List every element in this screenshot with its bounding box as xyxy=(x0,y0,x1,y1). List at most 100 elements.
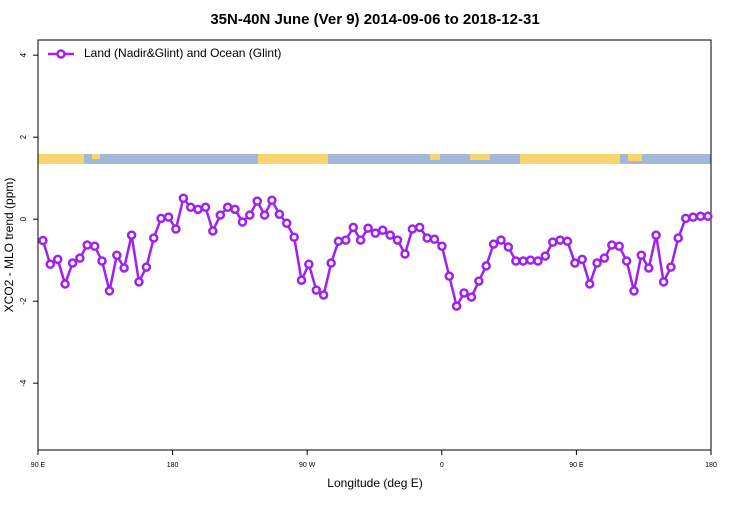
data-point xyxy=(422,233,432,243)
data-point xyxy=(503,242,514,252)
data-point xyxy=(171,224,181,234)
data-point xyxy=(289,232,299,242)
data-point xyxy=(644,263,654,273)
data-point xyxy=(222,202,233,213)
data-point xyxy=(451,301,462,311)
data-point xyxy=(496,235,506,245)
data-point xyxy=(540,251,551,261)
data-point xyxy=(185,202,196,213)
data-point xyxy=(52,254,63,265)
y-tick-label: 2 xyxy=(19,134,28,139)
data-point xyxy=(481,261,491,271)
data-point xyxy=(584,279,595,289)
data-point xyxy=(230,204,240,215)
data-point xyxy=(577,254,587,265)
data-point xyxy=(348,222,359,233)
data-point xyxy=(97,256,107,266)
data-point xyxy=(688,212,698,222)
data-point xyxy=(252,196,262,206)
data-point xyxy=(75,253,85,263)
data-point xyxy=(562,236,573,247)
x-tick-label: 90 W xyxy=(299,462,316,469)
data-point xyxy=(570,258,580,268)
data-point xyxy=(680,213,691,224)
data-point xyxy=(126,230,137,240)
data-point xyxy=(304,259,314,270)
x-tick-label: 180 xyxy=(705,462,717,469)
data-point xyxy=(511,256,521,266)
y-tick-label: 4 xyxy=(19,52,28,57)
data-point xyxy=(200,202,211,213)
data-point xyxy=(341,235,351,245)
data-point xyxy=(385,230,395,240)
data-point xyxy=(614,241,624,251)
legend-marker xyxy=(56,49,66,59)
data-point xyxy=(414,222,425,233)
data-point xyxy=(673,233,683,243)
y-tick-label: -4 xyxy=(19,379,28,387)
data-point xyxy=(533,256,543,266)
data-point xyxy=(245,210,255,220)
data-point xyxy=(621,256,632,266)
data-point xyxy=(296,275,307,286)
data-point xyxy=(149,233,159,243)
data-point xyxy=(599,253,610,263)
data-point xyxy=(666,262,676,272)
data-point xyxy=(518,256,528,266)
data-point xyxy=(548,237,558,247)
data-point xyxy=(355,235,366,245)
x-tick-label: 90 E xyxy=(31,462,46,469)
x-tick-label: 0 xyxy=(440,462,444,469)
data-point xyxy=(82,240,92,250)
data-point xyxy=(193,204,203,215)
data-point xyxy=(695,211,706,222)
x-tick-label: 180 xyxy=(167,462,179,469)
data-point xyxy=(281,218,292,229)
data-point xyxy=(104,286,115,296)
data-point xyxy=(318,290,329,300)
data-point xyxy=(363,223,373,233)
data-point xyxy=(237,217,248,227)
data-point xyxy=(466,292,477,302)
data-point xyxy=(636,250,647,260)
data-point xyxy=(592,258,602,268)
data-point xyxy=(112,250,122,260)
data-point xyxy=(392,235,403,245)
data-point xyxy=(607,240,617,250)
legend-label: Land (Nadir&Glint) and Ocean (Glint) xyxy=(84,46,281,60)
data-point xyxy=(703,211,713,222)
data-point xyxy=(444,271,455,281)
data-point xyxy=(119,263,129,273)
data-point xyxy=(141,262,152,272)
data-point xyxy=(474,276,484,286)
data-point xyxy=(163,212,174,222)
data-point xyxy=(437,241,447,251)
y-axis-label: XCO2 - MLO trend (ppm) xyxy=(2,178,16,313)
data-point xyxy=(407,224,418,234)
data-point xyxy=(658,277,669,287)
data-point xyxy=(208,226,218,236)
chart-title: 35N-40N June (Ver 9) 2014-09-06 to 2018-… xyxy=(210,11,539,28)
data-point xyxy=(459,288,469,298)
data-point xyxy=(45,259,56,270)
data-point xyxy=(377,225,388,235)
data-point xyxy=(267,195,277,206)
data-point xyxy=(326,258,336,268)
data-point xyxy=(215,210,226,220)
data-point xyxy=(259,210,270,220)
x-tick-label: 90 E xyxy=(569,462,584,469)
data-point xyxy=(60,279,70,289)
y-tick-label: 0 xyxy=(19,216,28,221)
data-point xyxy=(525,255,536,265)
data-point xyxy=(400,249,410,259)
data-point xyxy=(429,234,440,245)
data-point xyxy=(333,236,344,247)
x-axis-label: Longitude (deg E) xyxy=(327,476,422,490)
data-point xyxy=(370,228,381,238)
data-point xyxy=(38,235,48,246)
data-point xyxy=(311,285,322,295)
data-point xyxy=(555,235,565,245)
land-ocean-strip xyxy=(38,154,711,164)
